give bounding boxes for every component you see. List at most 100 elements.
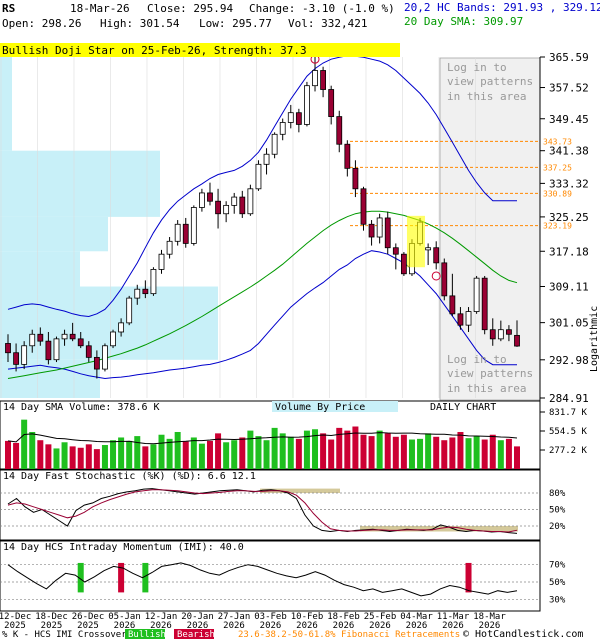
candle-body-58 (473, 277, 480, 312)
candle-body-62 (506, 329, 512, 335)
candle-body-60 (489, 329, 496, 340)
date-year-8: 2026 (296, 621, 318, 631)
candle-body-8 (69, 333, 76, 340)
date-year-11: 2026 (406, 621, 428, 631)
candle-body-30 (247, 188, 254, 215)
imi-axis-label-0: 70% (549, 561, 566, 571)
price-tick-label-4: 333.32 (549, 177, 589, 190)
volume-bar-30 (247, 430, 254, 469)
date-axis: 12-Dec202518-Dec202526-Dec202505-Jan2026… (0, 612, 506, 631)
date-label-5: 20-Jan (181, 612, 214, 622)
volume-bar-22 (182, 441, 189, 469)
volume-bar-24 (198, 443, 205, 469)
candle-body-57 (465, 311, 472, 326)
volume-bar-56 (457, 431, 464, 469)
candle-body-6 (53, 338, 60, 361)
volume-bar-61 (497, 440, 504, 469)
date-label-12: 11-Mar (437, 612, 470, 622)
crossover-marker-1 (118, 562, 125, 593)
candle-body-20 (166, 240, 173, 255)
daily-chart-title: DAILY CHART (430, 402, 496, 413)
price-x-grid (0, 57, 476, 398)
imi-axis-label-2: 30% (549, 595, 566, 605)
volume-bar-58 (473, 436, 480, 469)
vbp-bar-1 (0, 150, 160, 217)
candle-body-40 (328, 89, 335, 117)
imi-title: 14 Day HCS Intraday Momentum (IMI): 40.0 (3, 542, 244, 553)
volume-bar-16 (134, 436, 141, 469)
hc-bands (7, 55, 518, 380)
candle-body-54 (441, 262, 448, 297)
volume-bar-37 (303, 430, 310, 469)
candle-body-15 (126, 297, 133, 324)
volume-bar-42 (344, 430, 351, 469)
volume-bar-50 (408, 439, 415, 469)
date-label-11: 04-Mar (400, 612, 433, 622)
stochastic-title: 14 Day Fast Stochastic (%K) (%D): 6.6 12… (3, 471, 256, 482)
volume-bar-44 (360, 434, 367, 469)
legend-crossover-label: % K - HCS IMI Crossover: (2, 630, 132, 640)
vbp-bar-2 (0, 216, 108, 252)
candle-body-26 (215, 200, 221, 215)
candle-body-11 (93, 356, 100, 370)
candle-body-10 (85, 345, 92, 358)
volume-bar-60 (489, 434, 496, 469)
symbol-label: RS (2, 2, 15, 15)
candle-body-28 (231, 196, 238, 206)
date-year-1: 2025 (41, 621, 63, 631)
candle-body-7 (61, 333, 68, 340)
candle-body-21 (174, 223, 181, 242)
crossover-marker-3 (465, 562, 472, 593)
volume-tick-label-2: 277.2 K (549, 446, 588, 456)
candle-body-41 (336, 116, 343, 145)
price-axis: 365.59 357.52 349.45 341.38 333.32 325.25 317.… (539, 51, 589, 405)
open-label: Open: 298.26 (2, 17, 81, 30)
volume-bar-55 (449, 437, 456, 469)
sma20-line (7, 210, 518, 379)
volume-bar-6 (53, 448, 60, 469)
volume-axis: 831.7 K 554.5 K 277.2 K (540, 408, 588, 456)
candle-body-19 (158, 253, 165, 270)
upper-band-line (7, 55, 517, 318)
candle-body-63 (514, 334, 520, 347)
fib-label-2: 330.89 (543, 189, 572, 198)
candle-body-34 (279, 122, 286, 135)
candle-body-55 (449, 295, 456, 315)
date-year-2: 2025 (77, 621, 99, 631)
vbp-bar-0 (0, 57, 12, 151)
pattern-banner (0, 43, 400, 57)
vbp-bar-3 (0, 251, 80, 287)
candle-body-17 (142, 288, 149, 295)
volume-bar-28 (231, 440, 238, 469)
stoch-d-line (7, 489, 518, 533)
logarithmic-label: Logarithmic (589, 306, 600, 372)
price-tick-label-7: 309.11 (549, 281, 589, 294)
candle-body-13 (110, 331, 116, 347)
date-label-2: 26-Dec (72, 612, 105, 622)
volume-bar-48 (392, 436, 399, 469)
candle-body-44 (360, 188, 367, 225)
volume-bar-46 (376, 430, 383, 469)
volume-bar-8 (69, 446, 76, 469)
date-label-6: 27-Jan (218, 612, 251, 622)
stoch-axis-label-1: 50% (549, 506, 566, 516)
price-tick-label-9: 292.98 (549, 354, 589, 367)
volume-title: 14 Day SMA Volume: 378.6 K (3, 402, 160, 413)
volume-bar-11 (93, 449, 100, 469)
legend-bear-label: Bearish (177, 630, 215, 640)
watermark-bottom-2: view patterns (447, 367, 533, 380)
stoch-axis-label-0: 80% (549, 489, 566, 499)
candle-body-1 (13, 352, 19, 365)
watermark-zone (439, 57, 541, 401)
volume-bar-5 (45, 444, 52, 469)
candle-body-36 (295, 112, 302, 125)
candle-body-53 (433, 247, 440, 264)
volume-bar-26 (215, 433, 222, 469)
volume-bar-63 (514, 446, 520, 469)
volume-bar-59 (481, 439, 488, 469)
candle-body-31 (255, 163, 262, 190)
legend-fib-label: 23.6-38.2-50-61.8% Fibonacci Retracement… (238, 630, 460, 640)
candle-body-38 (312, 70, 318, 87)
volume-bar-43 (352, 426, 359, 469)
